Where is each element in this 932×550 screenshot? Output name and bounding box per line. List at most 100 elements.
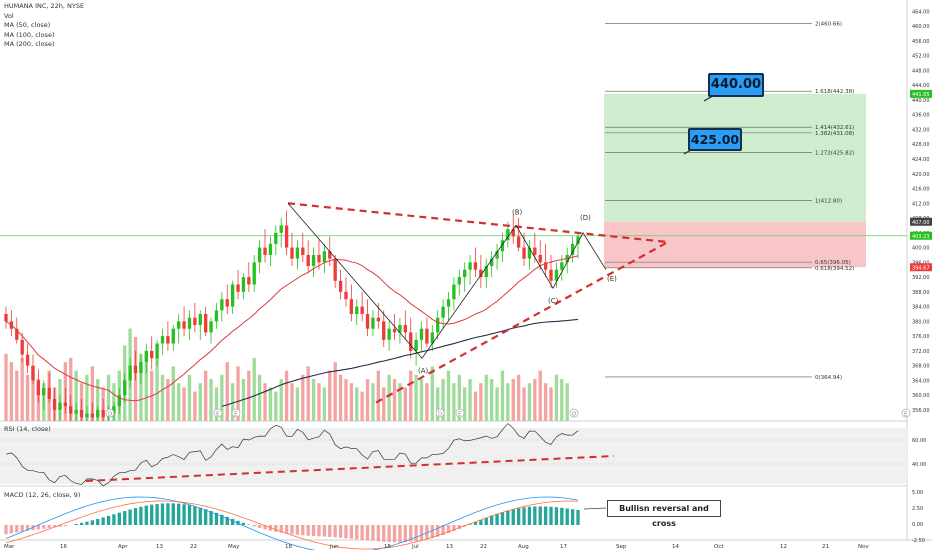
macd-histogram-bar (333, 525, 337, 538)
ma100-line (221, 318, 579, 407)
volume-bar (279, 379, 283, 421)
price-tick-label: 384.00 (912, 305, 930, 311)
volume-bar (430, 366, 434, 421)
candle-body (522, 247, 526, 259)
candle-body (344, 291, 348, 300)
macd-histogram-bar (63, 525, 68, 526)
volume-bar (403, 387, 407, 421)
volume-bar (333, 362, 337, 421)
time-axis-label: Aug (518, 544, 529, 550)
volume-bar (284, 370, 289, 421)
time-axis-label: 14 (672, 544, 679, 550)
candle-body (247, 277, 251, 285)
time-axis-label: 13 (156, 544, 163, 550)
volume-bar (543, 383, 548, 421)
macd-histogram-bar (47, 525, 51, 529)
volume-bar (247, 370, 251, 421)
candle-body (268, 243, 273, 255)
candle-body (479, 269, 483, 278)
price-tick-label: 464.00 (912, 9, 930, 15)
wave-label: (C) (548, 297, 559, 305)
volume-bar (225, 362, 229, 421)
volume-bar (495, 387, 499, 421)
price-tick-label: 372.00 (912, 349, 930, 355)
wave-label: (D) (580, 214, 591, 222)
volume-bar (328, 370, 332, 421)
candle-body (290, 247, 294, 259)
event-marker-label: D (572, 412, 576, 418)
candle-body (74, 409, 78, 414)
candle-body (543, 262, 548, 270)
macd-histogram-bar (74, 523, 78, 525)
volume-bar (387, 374, 391, 421)
candle-body (425, 328, 429, 344)
candle-body (516, 236, 521, 248)
candle-body (371, 317, 375, 329)
price-marker-label: 407.00 (912, 220, 930, 226)
volume-bar (527, 383, 532, 421)
candle-body (533, 247, 537, 255)
volume-bar (463, 387, 467, 421)
macd-histogram-bar (252, 525, 256, 527)
volume-bar (360, 391, 364, 421)
volume-bar (441, 379, 445, 421)
macd-histogram-bar (317, 525, 321, 537)
candle-body (128, 365, 132, 381)
time-axis-label: 22 (190, 544, 197, 550)
volume-bar (187, 374, 192, 421)
candle-body (473, 262, 478, 270)
candle-body (392, 328, 397, 333)
macd-histogram-bar (112, 514, 116, 525)
macd-histogram-bar (182, 504, 186, 525)
candle-body (171, 328, 175, 344)
volume-bar (15, 370, 19, 421)
price-tick-label: 460.00 (912, 24, 930, 30)
volume-bar (355, 387, 359, 421)
macd-histogram-bar (387, 525, 391, 543)
fib-level-label: 0.65(396.05) (815, 260, 851, 266)
event-marker (213, 408, 223, 418)
volume-bar (344, 379, 348, 421)
macd-histogram-bar (290, 525, 294, 535)
macd-histogram-bar (198, 507, 202, 525)
candle-body (295, 247, 300, 259)
wave-label: (A) (418, 367, 429, 375)
event-marker (455, 408, 465, 418)
macd-histogram-bar (193, 506, 197, 525)
candle-body (382, 321, 386, 340)
candle-body (409, 332, 413, 351)
macd-histogram-bar (533, 506, 537, 525)
macd-histogram-bar (225, 516, 229, 525)
candle-body (220, 299, 224, 311)
price-tick-label: 412.00 (912, 201, 930, 207)
price-tick-label: 428.00 (912, 142, 930, 148)
candle-body (511, 229, 515, 237)
volume-bar (268, 387, 273, 421)
volume-bar (203, 370, 208, 421)
macd-histogram-bar (495, 513, 499, 525)
candle-body (317, 254, 321, 263)
volume-bar (139, 353, 143, 421)
event-marker-label: D (438, 412, 442, 418)
volume-bar (500, 370, 505, 421)
macd-histogram-bar (101, 517, 105, 525)
fib-level-label: 0(364.94) (815, 375, 842, 381)
macd-histogram-bar (441, 525, 445, 535)
macd-histogram-bar (150, 504, 154, 525)
candle-body (495, 251, 499, 259)
candle-body (452, 284, 456, 300)
macd-histogram-bar (479, 519, 483, 525)
volume-bar (538, 370, 542, 421)
price-marker-label: 441.65 (912, 92, 930, 98)
price-tick-label: 448.00 (912, 68, 930, 74)
candle-body (414, 339, 418, 351)
candle-body (133, 365, 138, 374)
volume-bar (74, 370, 78, 421)
candle-body (101, 409, 105, 418)
price-tick-label: 444.00 (912, 83, 930, 89)
volume-bar (317, 383, 321, 421)
volume-bar (419, 379, 424, 421)
candle-body (284, 225, 289, 248)
volume-bar (198, 383, 202, 421)
volume-bar (193, 391, 197, 421)
